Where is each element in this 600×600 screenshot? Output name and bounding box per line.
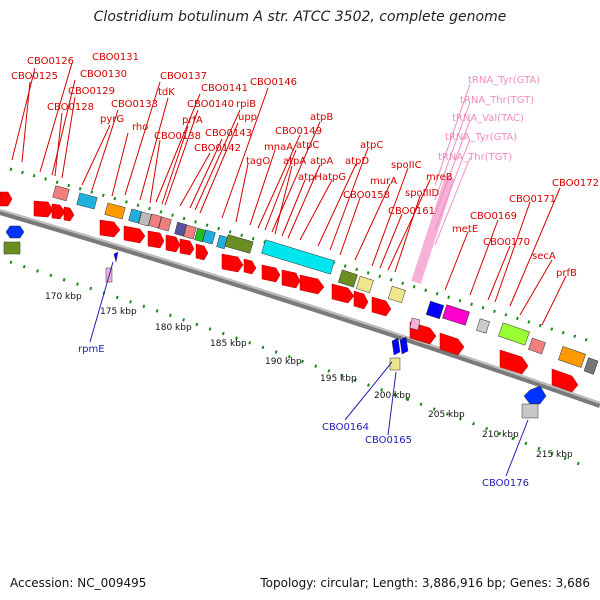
kbp-tick-label: 205 kbp <box>428 410 465 420</box>
trna-cluster <box>411 176 455 284</box>
kbp-tick-label: 185 kbp <box>210 339 247 349</box>
kbp-tick-label: 175 kbp <box>100 307 137 317</box>
top-label-leaders <box>11 62 567 326</box>
gene-label: CBO0140 <box>187 99 234 110</box>
reverse-gene-label: CBO0176 <box>482 478 529 489</box>
gene-label: CBO0149 <box>275 126 322 137</box>
gene-label: atpH <box>298 172 322 183</box>
gene-label: CBO0158 <box>343 190 390 201</box>
kbp-tick-label: 180 kbp <box>155 323 192 333</box>
gene-label: tdK <box>158 87 175 98</box>
topology-text: Topology: circular; Length: 3,886,916 bp… <box>260 576 590 590</box>
kbp-tick-label: 170 kbp <box>45 292 82 302</box>
gene-label: CBO0133 <box>111 99 158 110</box>
kbp-tick-label: 195 kbp <box>320 374 357 384</box>
gene-label: rho <box>132 122 148 133</box>
gene-label: CBO0141 <box>201 83 248 94</box>
gene-label: prfB <box>556 268 577 279</box>
gene-label: CBO0137 <box>160 71 207 82</box>
rna-label-leaders <box>434 83 471 246</box>
labels-layer: CBO0126 CBO0125 CBO0131 CBO0130 CBO0129 CBO01… <box>11 52 599 489</box>
gene-label: secA <box>532 251 556 262</box>
gene-label: tagO <box>246 156 270 167</box>
trna-label: tRNA_Thr(TGT) <box>460 95 534 106</box>
gene-label: mnaA <box>264 142 293 153</box>
gene-label: atpA <box>310 156 333 167</box>
gene-label: CBO0142 <box>194 143 241 154</box>
gene-label: mreB <box>426 172 453 183</box>
gene-label: CBO0143 <box>205 128 252 139</box>
gene-label: atpA <box>283 156 306 167</box>
gene-label: CBO0161 <box>388 206 435 217</box>
gene-label: upp <box>238 112 257 123</box>
gene-label: prfA <box>182 115 203 126</box>
gene-label: CBO0129 <box>68 86 115 97</box>
gene-label: murA <box>370 176 397 187</box>
kbp-tick-label: 190 kbp <box>265 357 302 367</box>
kbp-tick-label: 215 kbp <box>536 450 573 460</box>
gene-label: CBO0171 <box>509 194 556 205</box>
gene-label: spoIIC <box>391 160 422 171</box>
kbp-tick-label: 200 kbp <box>374 391 411 401</box>
gene-label: atpC <box>360 140 383 151</box>
gene-label: CBO0131 <box>92 52 139 63</box>
gene-label: CBO0169 <box>470 211 517 222</box>
gene-label: CBO0172 <box>552 178 599 189</box>
gene-label: metE <box>452 224 478 235</box>
trna-label: tRNA_Tyr(GTA) <box>468 75 540 86</box>
gene-label: CBO0125 <box>11 71 58 82</box>
reverse-strand-features <box>3 225 547 419</box>
inner-tick-track <box>9 260 591 470</box>
gene-label: pyrG <box>100 114 124 125</box>
gene-label: rpiB <box>236 99 256 110</box>
trna-label: tRNA_Val(TAC) <box>452 113 524 124</box>
map-title: Clostridium botulinum A str. ATCC 3502, … <box>93 9 507 25</box>
genome-backbone <box>0 209 600 408</box>
gene-label: CBO0138 <box>154 131 201 142</box>
trna-label: tRNA_Thr(TGT) <box>438 152 512 163</box>
gene-label: CBO0146 <box>250 77 297 88</box>
gene-label: atpG <box>322 172 346 183</box>
reverse-gene-label: CBO0165 <box>365 435 412 446</box>
gene-label: CBO0126 <box>27 56 74 67</box>
reverse-gene-label: CBO0164 <box>322 422 369 433</box>
reverse-gene-label: rpmE <box>78 344 105 355</box>
trna-label: tRNA_Tyr(GTA) <box>445 132 517 143</box>
gene-label: CBO0130 <box>80 69 127 80</box>
gene-label: spoIIID <box>405 188 440 199</box>
bottom-label-leaders <box>89 261 529 477</box>
kbp-tick-label: 210 kbp <box>482 430 519 440</box>
gene-label: atpC <box>296 140 319 151</box>
gene-label: CBO0170 <box>483 237 530 248</box>
gene-label: atpB <box>310 112 333 123</box>
gene-label: atpD <box>345 156 369 167</box>
gene-label: CBO0128 <box>47 102 94 113</box>
forward-colored-genes <box>52 185 599 375</box>
accession-text: Accession: NC_009495 <box>10 576 147 590</box>
forward-cds-arrows <box>0 191 579 393</box>
